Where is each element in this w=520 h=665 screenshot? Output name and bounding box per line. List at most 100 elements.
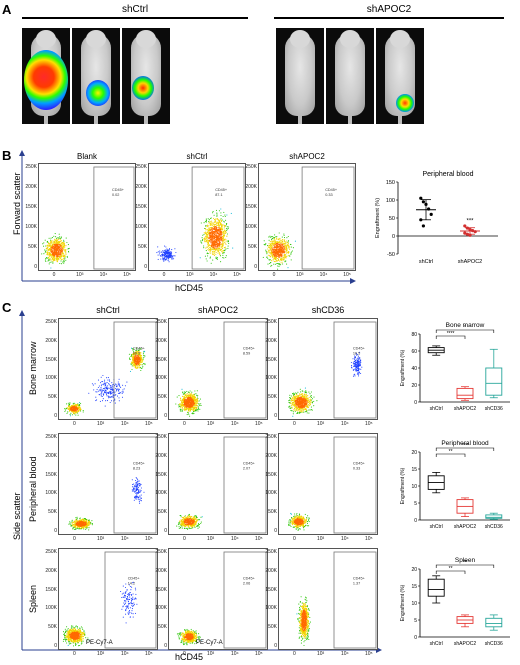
event-dot xyxy=(133,355,135,357)
event-dot xyxy=(357,365,360,367)
event-dot xyxy=(213,224,215,226)
event-dot xyxy=(220,235,222,237)
event-dot xyxy=(309,399,311,401)
event-dot xyxy=(213,243,215,245)
event-dot xyxy=(51,249,53,251)
event-dot xyxy=(356,354,358,356)
event-dot xyxy=(55,252,57,254)
event-dot xyxy=(190,400,192,402)
event-dot xyxy=(133,350,135,353)
event-dot xyxy=(144,351,146,353)
event-dot xyxy=(95,391,97,393)
event-dot xyxy=(141,364,143,366)
event-dot xyxy=(112,384,114,386)
event-dot xyxy=(217,247,219,250)
event-dot xyxy=(189,405,192,407)
event-dot xyxy=(310,401,312,404)
event-dot xyxy=(208,245,210,247)
event-dot xyxy=(163,252,165,254)
event-dot xyxy=(162,257,164,259)
y-tick-label: 100 xyxy=(386,198,395,204)
event-dot xyxy=(218,252,220,254)
event-dot xyxy=(112,389,114,391)
event-dot xyxy=(116,389,118,391)
event-dot xyxy=(268,245,270,247)
event-dot xyxy=(58,252,60,254)
event-dot xyxy=(191,405,193,407)
event-dot xyxy=(354,361,356,363)
event-dot xyxy=(355,366,357,368)
event-dot xyxy=(278,232,280,234)
event-dot xyxy=(214,240,216,242)
event-dot xyxy=(52,247,54,249)
event-dot xyxy=(64,246,66,248)
event-dot xyxy=(212,212,214,214)
event-dot xyxy=(217,235,219,237)
event-dot xyxy=(137,366,139,368)
event-dot xyxy=(275,255,278,257)
event-dot xyxy=(135,353,137,355)
event-dot xyxy=(220,239,222,241)
event-dot xyxy=(352,358,354,360)
event-dot xyxy=(186,403,188,405)
event-dot xyxy=(298,398,300,400)
event-dot xyxy=(185,399,187,401)
event-dot xyxy=(224,238,226,240)
event-dot xyxy=(212,223,214,225)
event-dot xyxy=(297,409,299,411)
gate-label: CD45+ xyxy=(112,188,125,192)
flow-plot-title: Blank xyxy=(76,152,97,161)
event-dot xyxy=(164,251,166,253)
event-dot xyxy=(221,219,223,221)
event-dot xyxy=(136,357,138,359)
event-dot xyxy=(71,414,73,416)
y-tick-label: 50K xyxy=(28,244,37,250)
event-dot xyxy=(211,239,213,241)
event-dot xyxy=(283,250,285,252)
event-dot xyxy=(270,253,272,255)
event-dot xyxy=(187,410,189,412)
event-dot xyxy=(271,244,273,246)
y-tick-label: 250K xyxy=(135,164,147,170)
event-dot xyxy=(220,218,222,220)
event-dot xyxy=(48,254,51,256)
event-dot xyxy=(275,260,277,262)
event-dot xyxy=(109,380,111,382)
event-dot xyxy=(273,263,275,265)
event-dot xyxy=(173,255,175,257)
event-dot xyxy=(303,403,305,405)
event-dot xyxy=(220,212,222,214)
event-dot xyxy=(356,358,358,360)
event-dot xyxy=(215,223,217,225)
event-dot xyxy=(222,232,224,234)
event-dot xyxy=(304,404,306,406)
event-dot xyxy=(59,258,62,260)
event-dot xyxy=(193,413,195,415)
event-dot xyxy=(357,360,359,362)
event-dot xyxy=(190,396,192,398)
event-dot xyxy=(222,235,224,237)
event-dot xyxy=(94,383,96,385)
event-dot xyxy=(119,392,121,394)
event-dot xyxy=(118,378,120,380)
event-dot xyxy=(204,220,206,223)
event-dot xyxy=(359,357,361,359)
event-dot xyxy=(61,245,63,247)
event-dot xyxy=(218,245,220,247)
event-dot xyxy=(144,364,146,366)
group-bracket-shctrl xyxy=(22,17,248,19)
event-dot xyxy=(144,363,146,365)
event-dot xyxy=(224,215,226,218)
x-category-label: shAPOC2 xyxy=(458,259,482,265)
event-dot xyxy=(270,238,273,240)
event-dot xyxy=(214,244,216,246)
event-dot xyxy=(290,251,293,253)
event-dot xyxy=(170,258,173,260)
cd45-gate xyxy=(301,166,355,270)
event-dot xyxy=(273,240,275,242)
event-dot xyxy=(211,225,213,227)
event-dot xyxy=(276,245,278,247)
event-dot xyxy=(191,391,193,393)
event-dot xyxy=(63,243,65,245)
event-dot xyxy=(187,411,189,413)
